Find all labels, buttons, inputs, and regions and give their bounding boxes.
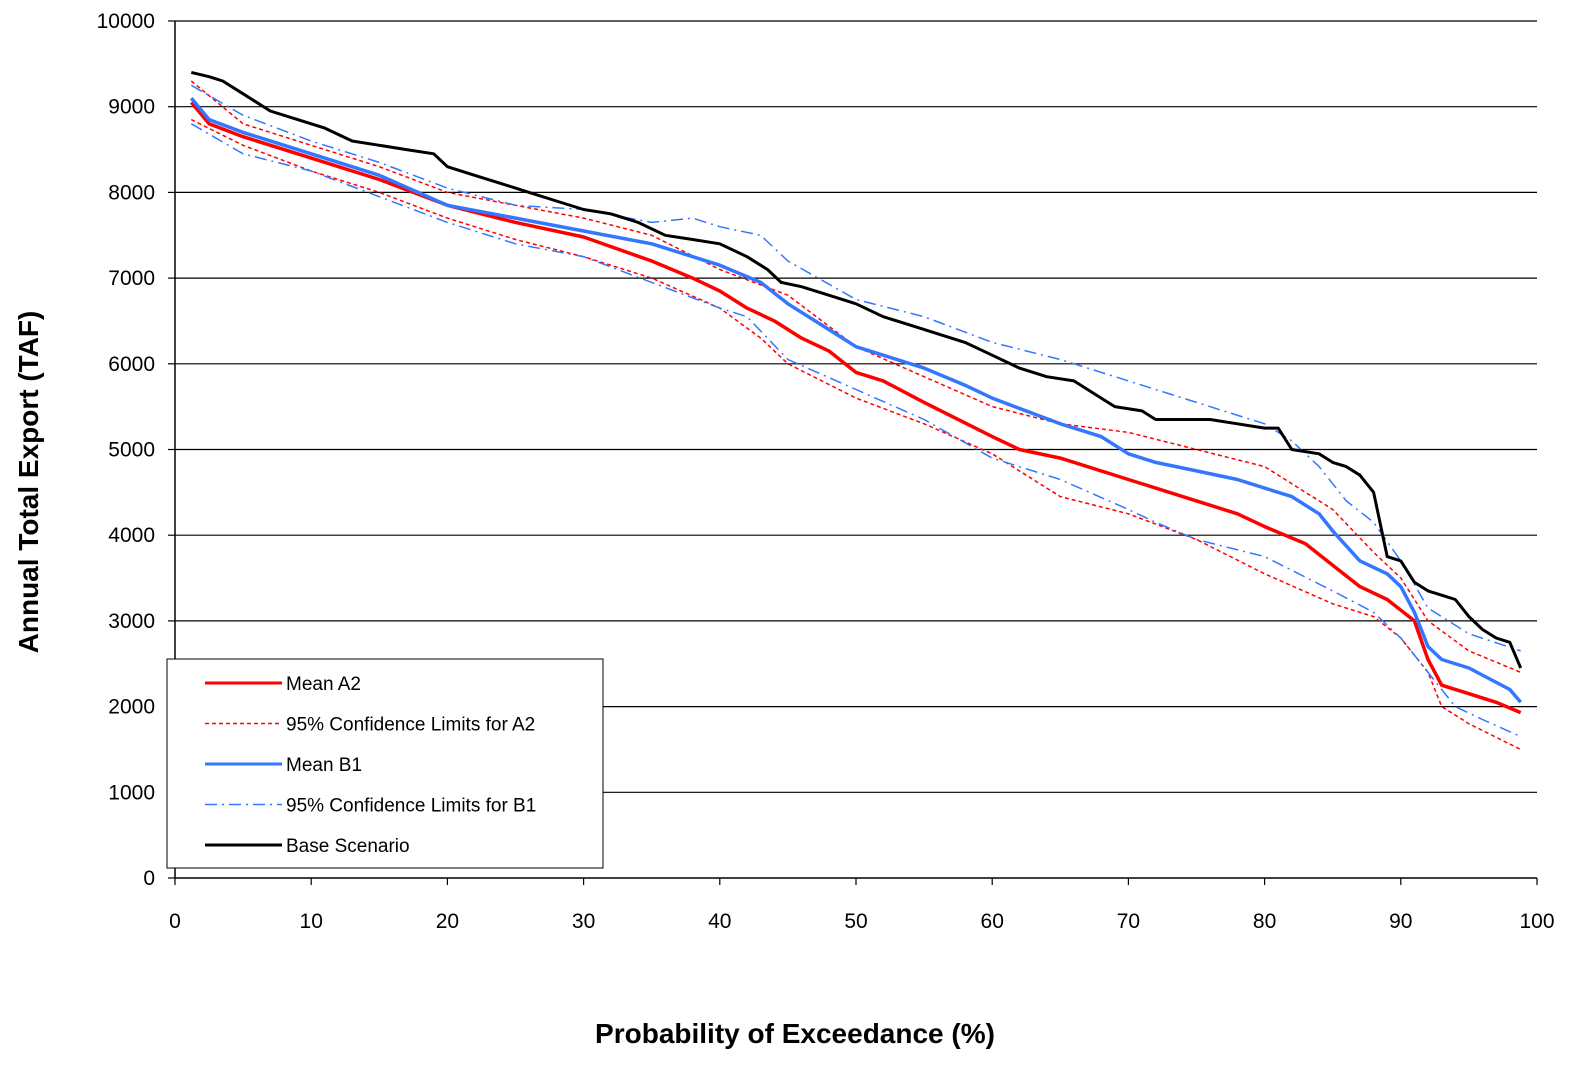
y-tick-label: 8000	[108, 181, 155, 204]
x-tick-label: 10	[300, 910, 323, 933]
x-tick-label: 70	[1117, 910, 1140, 933]
x-tick-label: 100	[1519, 910, 1554, 933]
legend-label: 95% Confidence Limits for A2	[286, 715, 535, 736]
series-line	[190, 70, 1523, 669]
series-line	[190, 84, 1521, 652]
y-ticks: 0 1000 2000 3000 4000 5000 6000 7000 8000 9000 100…	[97, 10, 175, 890]
x-tick-label: 0	[169, 910, 181, 933]
x-tick-label: 50	[844, 910, 867, 933]
series	[189, 70, 1523, 751]
y-tick-label: 0	[143, 867, 155, 890]
legend-label: 95% Confidence Limits for B1	[286, 796, 536, 817]
legend-label: Mean A2	[286, 674, 361, 695]
x-ticks: 0 10 20 30 40 50 60 70 80 90 100	[169, 878, 1555, 933]
x-tick-label: 40	[708, 910, 731, 933]
series-line	[189, 101, 1522, 715]
y-tick-label: 3000	[108, 610, 155, 633]
y-tick-label: 9000	[108, 96, 155, 119]
legend-label: Base Scenario	[286, 836, 410, 857]
series-line	[190, 123, 1522, 738]
x-tick-label: 90	[1389, 910, 1412, 933]
x-tick-label: 20	[436, 910, 459, 933]
y-tick-label: 4000	[108, 524, 155, 547]
legend: Mean A2 95% Confidence Limits for A2 Mean …	[166, 658, 604, 869]
x-tick-label: 60	[981, 910, 1004, 933]
legend-label: Mean B1	[286, 755, 362, 776]
y-tick-label: 7000	[108, 267, 155, 290]
series-line	[190, 80, 1521, 673]
y-tick-label: 2000	[108, 696, 155, 719]
series-line	[190, 118, 1522, 751]
x-tick-label: 30	[572, 910, 595, 933]
y-tick-label: 10000	[97, 10, 155, 33]
y-tick-label: 6000	[108, 353, 155, 376]
x-axis-title: Probability of Exceedance (%)	[595, 1018, 995, 1049]
series-line	[189, 96, 1523, 704]
y-tick-label: 1000	[108, 781, 155, 804]
x-tick-label: 80	[1253, 910, 1276, 933]
y-axis-title: Annual Total Export (TAF)	[13, 311, 44, 654]
y-tick-label: 5000	[108, 439, 155, 462]
